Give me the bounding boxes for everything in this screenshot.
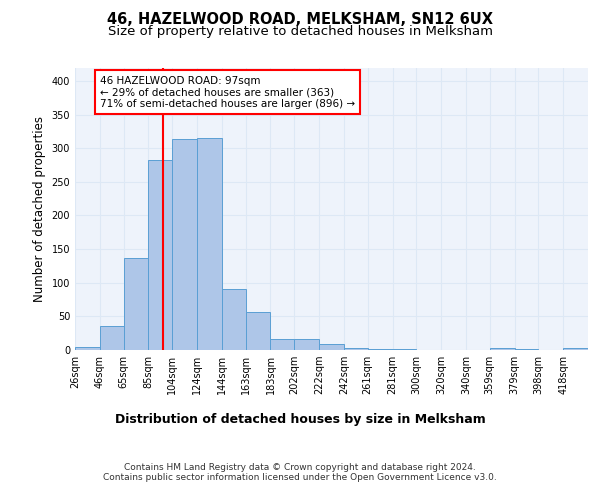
Bar xyxy=(75,346,100,350)
Bar xyxy=(245,312,271,350)
Text: Size of property relative to detached houses in Melksham: Size of property relative to detached ho… xyxy=(107,25,493,38)
Bar xyxy=(197,138,222,350)
Bar xyxy=(515,348,538,350)
Y-axis label: Number of detached properties: Number of detached properties xyxy=(33,116,46,302)
Bar xyxy=(294,338,319,350)
Text: 46, HAZELWOOD ROAD, MELKSHAM, SN12 6UX: 46, HAZELWOOD ROAD, MELKSHAM, SN12 6UX xyxy=(107,12,493,28)
Bar xyxy=(271,338,294,350)
Bar xyxy=(100,326,124,350)
Bar xyxy=(319,344,344,350)
Bar xyxy=(148,160,172,350)
Bar xyxy=(563,348,588,350)
Bar xyxy=(490,348,515,350)
Text: Contains public sector information licensed under the Open Government Licence v3: Contains public sector information licen… xyxy=(103,472,497,482)
Text: Contains HM Land Registry data © Crown copyright and database right 2024.: Contains HM Land Registry data © Crown c… xyxy=(124,462,476,471)
Bar xyxy=(172,140,197,350)
Bar xyxy=(368,348,392,350)
Bar xyxy=(344,348,368,350)
Bar xyxy=(124,258,148,350)
Text: 46 HAZELWOOD ROAD: 97sqm
← 29% of detached houses are smaller (363)
71% of semi-: 46 HAZELWOOD ROAD: 97sqm ← 29% of detach… xyxy=(100,76,355,109)
Bar xyxy=(222,290,245,350)
Text: Distribution of detached houses by size in Melksham: Distribution of detached houses by size … xyxy=(115,412,485,426)
